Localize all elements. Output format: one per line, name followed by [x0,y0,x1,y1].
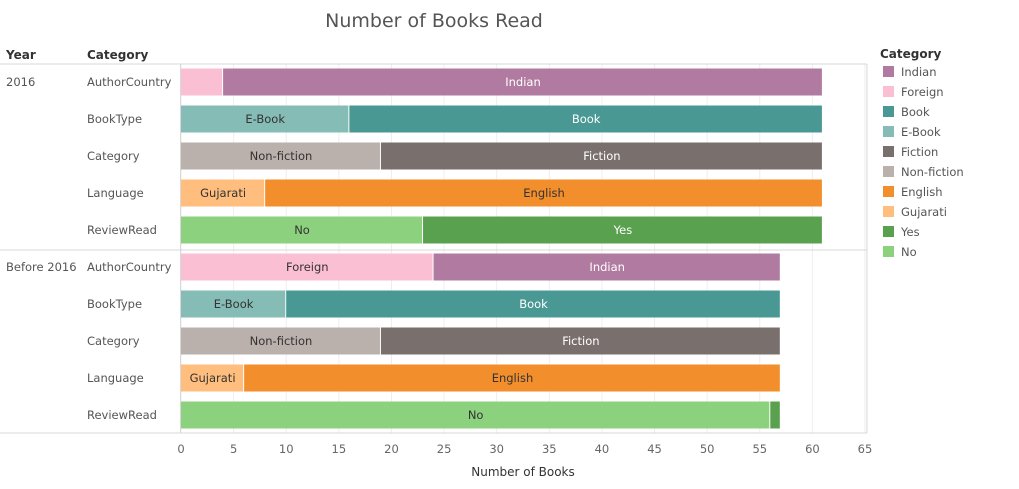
bar-segment-label: E-Book [214,297,254,311]
legend-swatch [883,126,894,137]
legend-entry: Gujarati [901,205,947,219]
x-tick-label: 5 [230,442,237,456]
legend-entry: Yes [900,225,920,239]
x-tick-label: 60 [805,442,820,456]
bar-segment [244,364,780,392]
bar-segment [349,105,822,133]
x-axis-title: Number of Books [471,465,575,479]
bar-segment-label: Book [572,112,601,126]
legend-entry: No [901,245,917,259]
x-tick-label: 65 [858,442,873,456]
bar-segment [286,290,780,318]
bar-segment [181,253,433,281]
bar-segment-label: Gujarati [200,186,246,200]
legend-swatch [883,226,894,237]
panel-frame [0,63,868,434]
bar-segment-label: Fiction [562,334,599,348]
bar-segment-label: E-Book [245,112,285,126]
row-labels: 2016 AuthorCountry BookType Category Languag… [6,75,172,422]
bar-segment-label: Indian [589,260,625,274]
legend-entry: English [901,185,943,199]
bar-segment [380,142,822,170]
legend-swatch [883,66,894,77]
bars: Indian E-Book Book Non-fiction Fiction Gujara… [181,68,822,429]
bar-segment-label: Foreign [286,260,329,274]
legend-swatch [883,86,894,97]
x-tick-label: 15 [332,442,347,456]
x-tick-label: 40 [595,442,610,456]
legend-swatch [883,106,894,117]
x-tick-label: 35 [542,442,557,456]
bar-segment [181,401,770,429]
x-tick-label: 30 [489,442,504,456]
bar-segment-label: Yes [613,223,633,237]
x-axis: 0 5 10 15 20 25 30 35 40 45 50 55 60 65 [177,442,872,456]
x-tick-label: 45 [647,442,662,456]
year-label: 2016 [6,75,35,89]
year-label: Before 2016 [6,260,77,274]
category-label: AuthorCountry [87,260,172,274]
x-tick-label: 55 [752,442,767,456]
category-label: ReviewRead [87,223,157,237]
category-label: AuthorCountry [87,75,172,89]
legend-swatch [883,206,894,217]
x-tick-label: 10 [279,442,294,456]
bar-segment [181,68,223,96]
legend-entry: Book [901,105,930,119]
chart-title: Number of Books Read [325,10,543,32]
bar-segment [181,105,349,133]
category-label: Language [87,186,144,200]
year-column-header: Year [5,48,36,62]
bar-segment [380,327,780,355]
bar-segment-label: Non-fiction [250,334,313,348]
legend-entry: E-Book [901,125,941,139]
bar-segment-label: English [523,186,565,200]
x-tick-label: 20 [384,442,399,456]
bar-segment-label: No [294,223,310,237]
x-tick-label: 50 [700,442,715,456]
bar-segment [770,401,780,429]
bar-segment [433,253,780,281]
category-label: Category [87,149,140,163]
bar-segment [181,327,380,355]
bar-segment [181,364,244,392]
x-tick-label: 25 [437,442,452,456]
bar-segment [181,142,380,170]
category-label: Language [87,371,144,385]
legend-swatch [883,166,894,177]
bar-segment-label: English [492,371,534,385]
category-column-header: Category [87,48,149,62]
category-label: ReviewRead [87,408,157,422]
bar-segment [181,179,265,207]
bar-segment [423,216,822,244]
legend-swatch [883,186,894,197]
legend: Indian Foreign Book E-Book Fiction Non-fictio… [883,65,964,259]
legend-entry: Non-fiction [901,165,964,179]
category-label: BookType [87,297,142,311]
legend-title: Category [880,47,942,61]
bar-segment [181,216,423,244]
legend-swatch [883,246,894,257]
bar-segment [181,290,286,318]
category-label: BookType [87,112,142,126]
x-tick-label: 0 [177,442,184,456]
bar-segment-label: Indian [505,75,541,89]
bar-segment-label: Gujarati [190,371,236,385]
bar-segment-label: Book [519,297,548,311]
legend-entry: Foreign [901,85,944,99]
legend-swatch [883,146,894,157]
legend-entry: Fiction [901,145,938,159]
bar-segment-label: Non-fiction [250,149,313,163]
bar-segment-label: Fiction [583,149,620,163]
bar-segment [223,68,822,96]
legend-entry: Indian [901,65,937,79]
bar-segment-label: No [468,408,484,422]
category-label: Category [87,334,140,348]
bar-segment [265,179,822,207]
